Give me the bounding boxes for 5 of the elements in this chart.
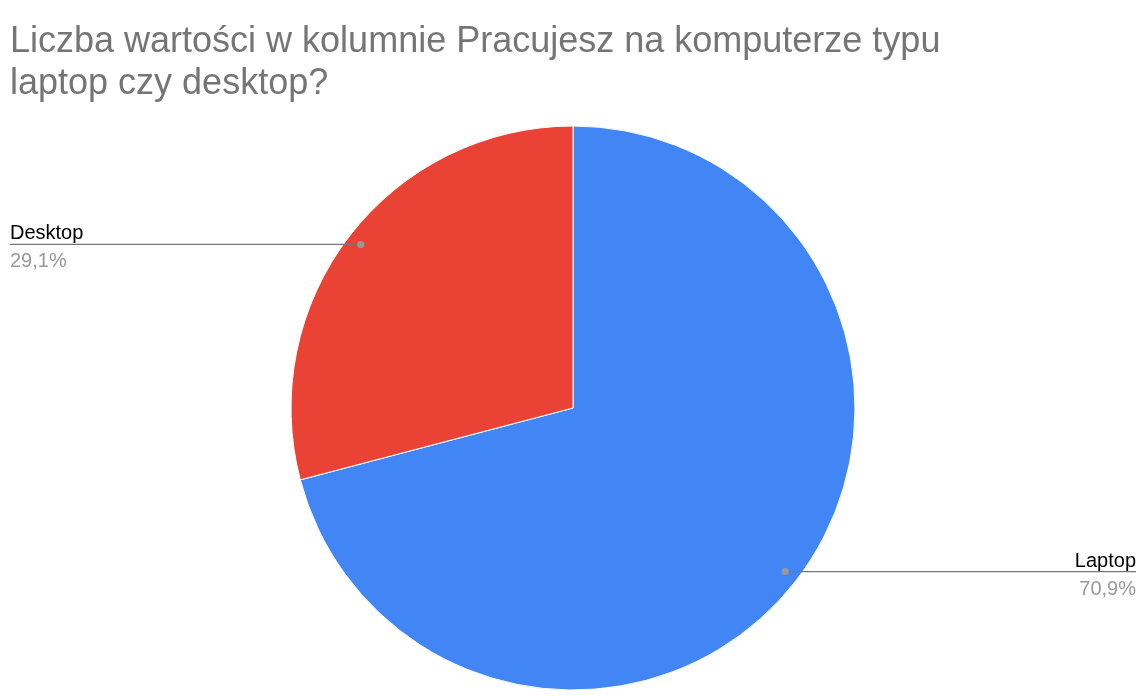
data-label: 29,1% <box>10 249 67 272</box>
chart-title: Liczba wartości w kolumnie Pracujesz na komputerze typu laptop czy desktop? <box>10 19 941 102</box>
data-label: 70,9% <box>1079 576 1137 599</box>
slice-label: Desktop <box>10 221 84 244</box>
slice-label: Laptop <box>1074 548 1136 571</box>
